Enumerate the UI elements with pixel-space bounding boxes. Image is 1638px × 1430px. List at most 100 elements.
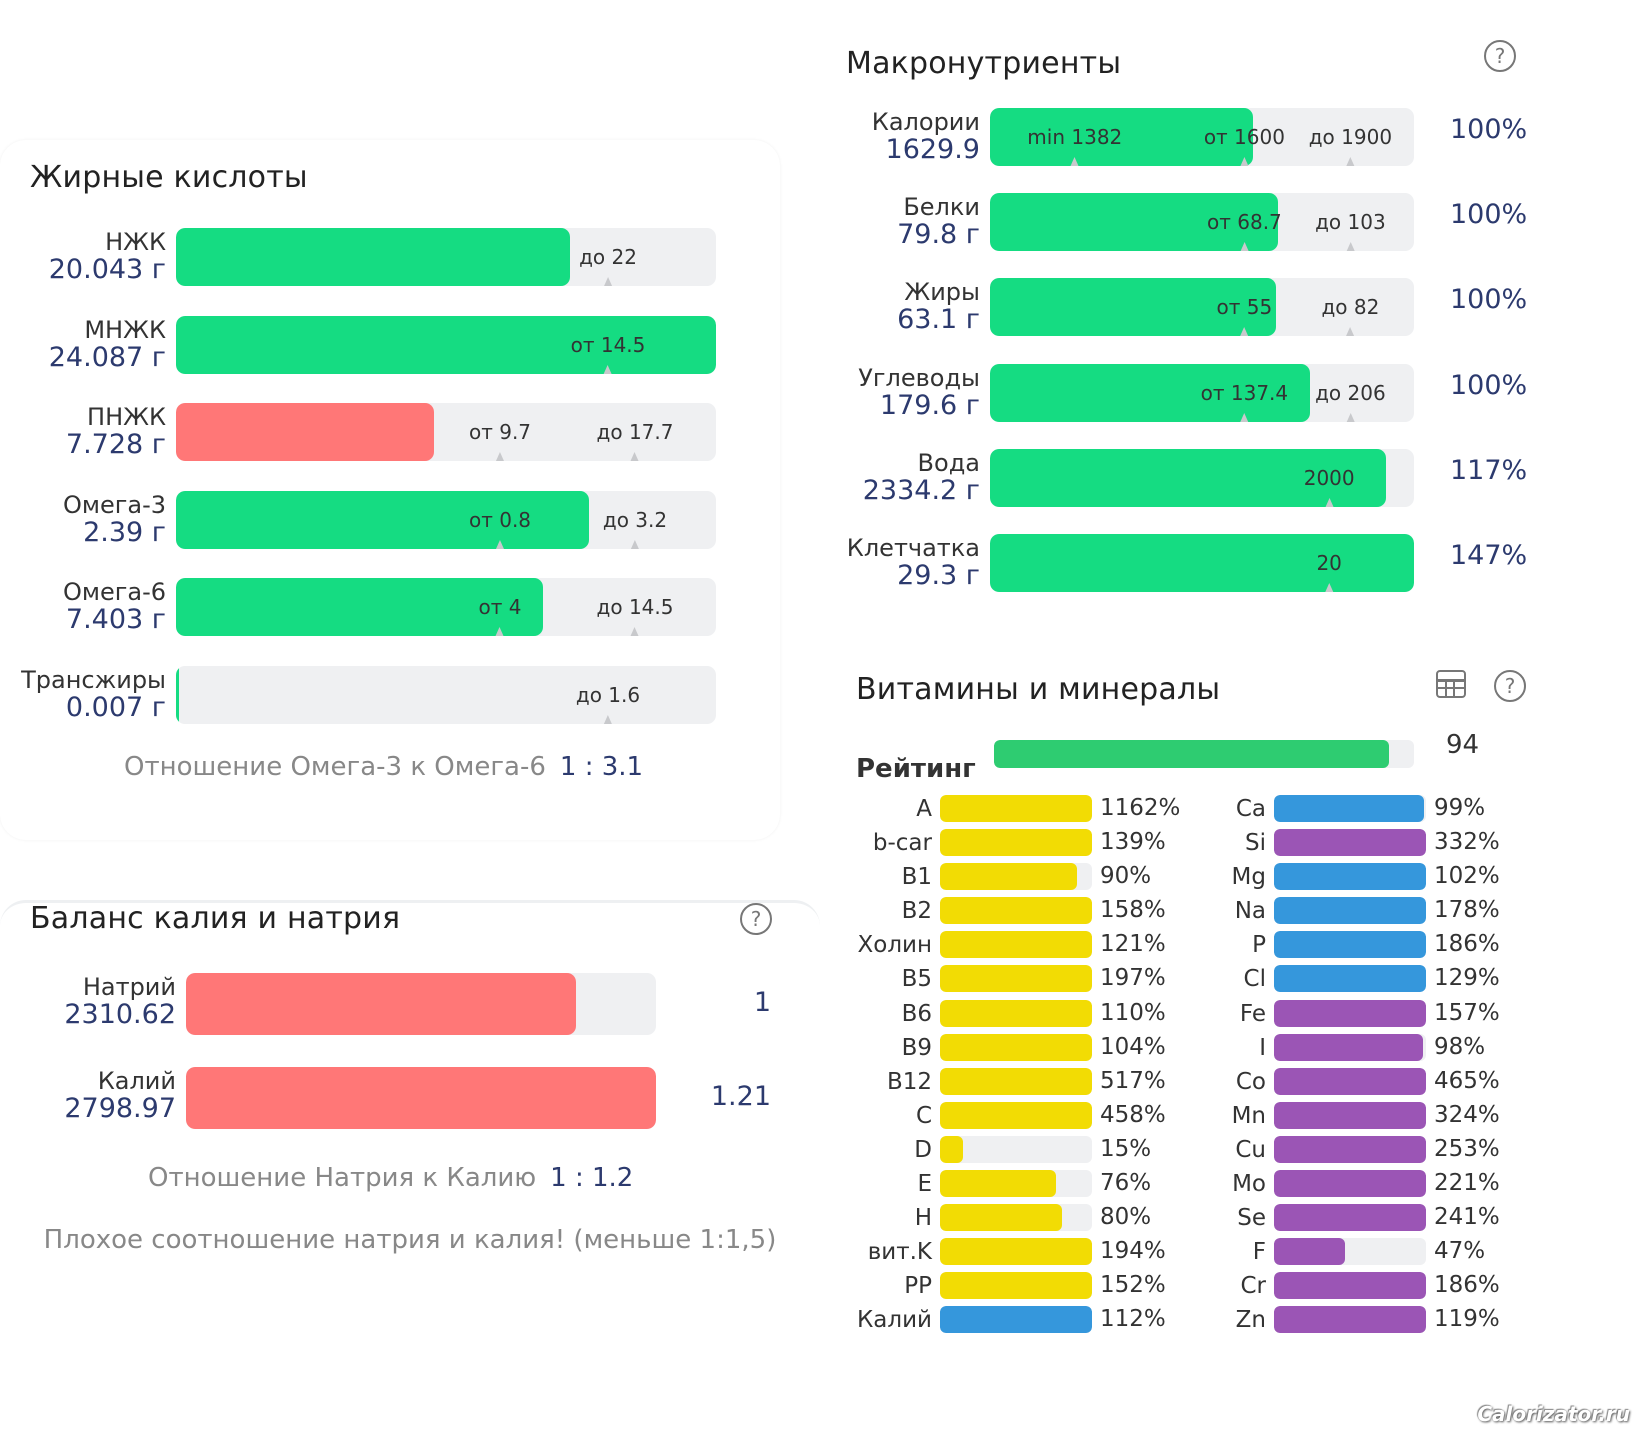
vitamins-minerals-title: Витамины и минералы [856, 672, 1221, 707]
nutrient-name: Вода [917, 448, 980, 477]
percent-bar-track [940, 897, 1092, 925]
nutrient-value: 2798.97 [64, 1093, 176, 1124]
rating-bar [994, 740, 1414, 768]
nutrient-name: H [914, 1205, 932, 1232]
percent-bar-fill [940, 1306, 1092, 1334]
sodium-potassium-ratio-value: 1 : 1.2 [550, 1163, 634, 1193]
bar-track: min 1382 от 1600 до 1900 [990, 108, 1414, 166]
percent-bar-fill [1274, 1101, 1426, 1129]
nutrient-name: Co [1235, 1068, 1266, 1095]
nutrient-name: B9 [901, 1034, 932, 1061]
bar-track: от 137.4 до 206 [990, 363, 1414, 422]
bar-fill [990, 534, 1414, 592]
rating-label: Рейтинг [856, 754, 976, 784]
nutrient-name: Калории [871, 108, 980, 136]
bar-row: Клетчатка 29.3 г 20 147% [847, 534, 1527, 596]
vitamins-minerals-card: Витамины и минералы ? Рейтинг 94 A 1162% b… [856, 670, 1630, 1420]
nutrient-value: 20.043 г [48, 254, 166, 285]
nutrient-value: 2.39 г [83, 516, 166, 548]
sodium-potassium-ratio: Отношение Натрия к Калию 1 : 1.2 [148, 1163, 633, 1193]
help-icon[interactable]: ? [1484, 40, 1516, 72]
bar-row: ПНЖК 7.728 г от 9.7 до 17.7 [66, 403, 716, 465]
percent-bar-track [1274, 1135, 1426, 1163]
fatty-acids-card: Жирные кислоты НЖК 20.043 г до 22 МНЖК 24.08… [0, 140, 780, 840]
range-marker: до 206 [1315, 364, 1386, 422]
bar-row: Вода 2334.2 г 2000 117% [863, 448, 1527, 511]
percent-bar-fill [1274, 863, 1426, 891]
percent-bar-fill [940, 1067, 1092, 1095]
nutrient-name: D [914, 1136, 932, 1163]
nutrient-value: 79.8 г [897, 219, 980, 251]
percent-value: 98% [1434, 1033, 1486, 1060]
nutrient-name: C [915, 1102, 932, 1129]
nutrient-name: B6 [901, 1000, 932, 1027]
percent-bar-fill [1274, 1238, 1346, 1266]
percent-value: 458% [1100, 1101, 1166, 1128]
ratio-value: 1.21 [710, 1081, 771, 1112]
percent-value: 178% [1434, 897, 1500, 924]
percent-bar-fill [1274, 795, 1425, 822]
percent-bar-fill [1274, 931, 1426, 959]
bar-label: Вода 2334.2 г [863, 449, 980, 505]
help-icon[interactable]: ? [740, 903, 772, 935]
bar-row: Омега-6 7.403 г от 4 до 14.5 [63, 578, 716, 640]
bar-fill [990, 193, 1279, 252]
nutrient-value: 0.007 г [65, 691, 166, 723]
nutrient-name: Трансжиры [21, 665, 166, 694]
bar-row: Калий 2798.97 1.21 [64, 1067, 771, 1129]
percent-value: 80% [1100, 1204, 1152, 1231]
bar-label: Калий 2798.97 [64, 1067, 176, 1123]
watermark: Calorizator.ru [1477, 1402, 1630, 1426]
nutrient-name: E [917, 1171, 932, 1198]
bar-label: Белки 79.8 г [897, 193, 980, 249]
range-marker: от 4 [479, 578, 521, 636]
bar-label: ПНЖК 7.728 г [66, 403, 166, 459]
percent-value: 121% [1100, 931, 1166, 958]
bar-track: от 9.7 до 17.7 [176, 403, 716, 461]
percent-bar-fill [940, 931, 1092, 959]
bar-fill [176, 403, 434, 461]
bar-track: от 55 до 82 [990, 278, 1414, 337]
bar-fill [176, 315, 716, 374]
percent-bar-track [940, 999, 1092, 1027]
percent-value: 99% [1434, 795, 1486, 821]
percent-bar-fill [1274, 1272, 1426, 1300]
rating-bar-fill [994, 740, 1389, 768]
nutrient-name: B2 [901, 898, 932, 925]
balance-title: Баланс калия и натрия [30, 901, 401, 936]
percent-bar-fill [1274, 1170, 1426, 1198]
bar-label: Трансжиры 0.007 г [21, 666, 166, 722]
range-marker: от 137.4 [1201, 364, 1288, 422]
nutrient-value: 1629.9 [885, 134, 980, 165]
nutrient-name: Углеводы [858, 363, 980, 392]
nutrient-name: A [916, 796, 932, 822]
bar-fill [186, 1067, 656, 1129]
bar-label: НЖК 20.043 г [49, 228, 166, 284]
nutrient-name: НЖК [105, 228, 166, 256]
bar-label: МНЖК 24.087 г [49, 316, 166, 372]
bar-track: от 68.7 до 103 [990, 193, 1414, 252]
nutrient-name: Калий [856, 1307, 932, 1334]
nutrient-value: 63.1 г [897, 304, 980, 336]
sodium-potassium-ratio-label: Отношение Натрия к Калию [148, 1163, 537, 1193]
percent-value: 186% [1434, 931, 1500, 958]
percent-bar-track [940, 795, 1092, 822]
help-icon[interactable]: ? [1494, 670, 1526, 702]
bar-label: Калории 1629.9 [872, 108, 980, 164]
nutrient-name: Fe [1239, 1000, 1266, 1027]
potassium-sodium-balance-card: Баланс калия и натрия ? Натрий 2310.62 1 Ка… [0, 900, 820, 1380]
percent-value: 221% [1434, 1170, 1500, 1197]
percent-value: 139% [1100, 829, 1166, 856]
nutrient-name: Клетчатка [846, 534, 980, 562]
nutrient-name: МНЖК [84, 315, 166, 344]
bar-fill [990, 278, 1277, 337]
bar-label: Натрий 2310.62 [64, 973, 176, 1029]
nutrient-name: Cu [1235, 1136, 1266, 1163]
percent-bar-fill [1274, 1306, 1426, 1334]
table-icon[interactable] [1436, 670, 1466, 698]
bar-track: до 22 [176, 228, 716, 286]
percent-bar-track [940, 965, 1092, 993]
percent-bar-track [940, 863, 1092, 891]
nutrient-name: Натрий [82, 973, 176, 1001]
percent-bar-fill [1274, 829, 1426, 857]
